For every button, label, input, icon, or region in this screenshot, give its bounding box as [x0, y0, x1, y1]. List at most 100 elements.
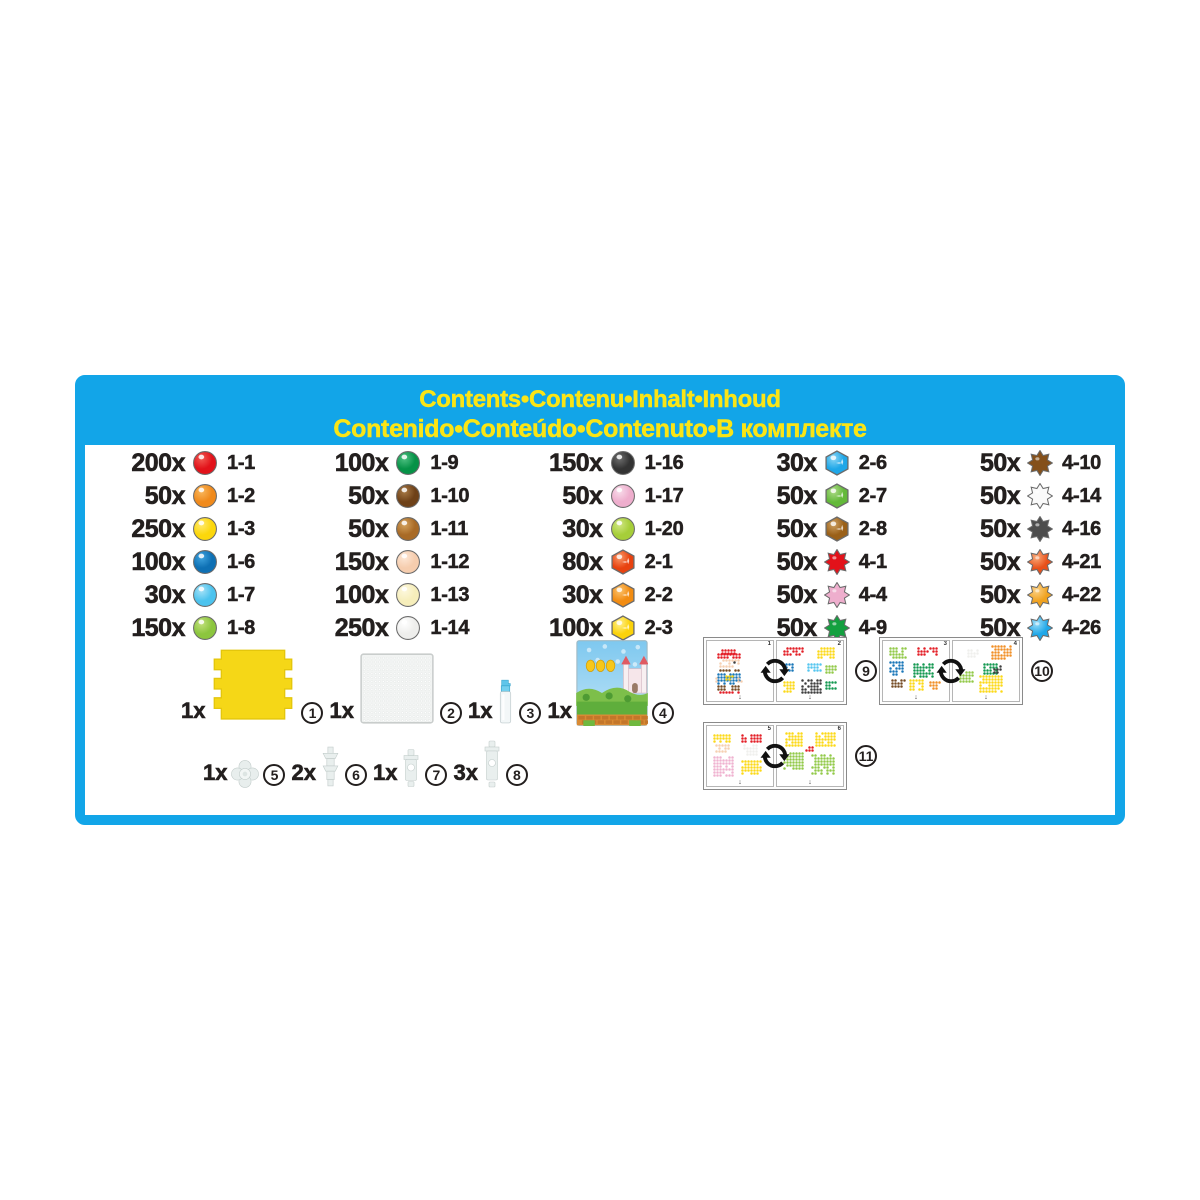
bead-quantity: 150x [101, 614, 185, 643]
bead-code: 4-10 [1062, 452, 1101, 475]
bead-quantity: 50x [936, 548, 1020, 577]
bead-code: 1-16 [645, 452, 684, 475]
bead-column: 150x 1-16 50x 1-17 30x 1-20 80x 2-1 30x 2-2 100x 2-… [519, 447, 684, 647]
bead-circle-icon [388, 480, 428, 512]
accessory-number-badge: 1 [301, 702, 323, 724]
bead-row: 50x 2-8 [733, 513, 887, 545]
bead-row: 50x 4-16 [936, 513, 1101, 545]
short-stand-peg-icon [401, 748, 421, 788]
clover-connector-icon [231, 760, 259, 788]
accessory-item: 1x 7 [373, 748, 447, 788]
pattern-sheet-group: 3 ↓ 4 ↓ 10 [879, 637, 1053, 705]
accessory-quantity: 1x [468, 698, 492, 724]
bead-quantity: 30x [733, 449, 817, 478]
bead-circle-icon [388, 447, 428, 479]
bead-column: 30x 2-6 50x 2-7 50x 2-8 50x 4-1 50x 4-4 50x 4-9 [733, 447, 887, 647]
accessories-area: 1x 1 1x 2 1x 3 1x 4 1x 5 2x 6 1x 7 3x 8 [85, 640, 705, 810]
bead-row: 50x 1-17 [519, 480, 684, 512]
bead-quantity: 50x [733, 548, 817, 577]
bead-quantity: 50x [936, 482, 1020, 511]
bead-quantity: 50x [936, 581, 1020, 610]
accessory-number-badge: 5 [263, 764, 285, 786]
bead-hexagon-icon [817, 480, 857, 512]
bead-quantity: 50x [936, 515, 1020, 544]
page-flip-arrow-icon: ↓ [808, 779, 812, 786]
bead-code: 2-7 [859, 485, 887, 508]
bead-quantity: 100x [304, 581, 388, 610]
bead-circle-icon [185, 546, 225, 578]
accessory-row-primary: 1x 1 1x 2 1x 3 1x 4 [181, 640, 680, 726]
bead-code: 4-21 [1062, 551, 1101, 574]
bead-code: 1-11 [430, 518, 468, 541]
background-card-icon [576, 640, 648, 726]
accessory-row-connectors: 1x 5 2x 6 1x 7 3x 8 [203, 740, 534, 788]
bead-quantity: 50x [733, 515, 817, 544]
bead-quantity: 150x [304, 548, 388, 577]
bead-circle-icon [603, 447, 643, 479]
bead-code: 1-3 [227, 518, 255, 541]
bead-quantity: 30x [519, 515, 603, 544]
bead-row: 80x 2-1 [519, 546, 684, 578]
bead-code: 2-8 [859, 518, 887, 541]
accessory-quantity: 1x [547, 698, 571, 724]
bead-star8-icon [1020, 546, 1060, 578]
pattern-sheet-pair: 5 ↓ 6 ↓ [703, 722, 847, 790]
bead-circle-icon [388, 513, 428, 545]
bead-row: 50x 2-7 [733, 480, 887, 512]
bead-code: 4-14 [1062, 485, 1101, 508]
accessory-quantity: 1x [203, 760, 227, 786]
bead-row: 30x 2-6 [733, 447, 887, 479]
bead-row: 50x 4-1 [733, 546, 887, 578]
bead-code: 4-16 [1062, 518, 1101, 541]
bead-quantity: 150x [519, 449, 603, 478]
bead-row: 50x 1-10 [304, 480, 469, 512]
accessory-number-badge: 3 [519, 702, 541, 724]
spray-bottle-icon [496, 678, 515, 726]
pattern-page-number: 1 [768, 641, 771, 647]
bead-code: 1-10 [430, 485, 469, 508]
bead-quantity: 100x [101, 548, 185, 577]
bead-star8-icon [1020, 480, 1060, 512]
bead-code: 1-20 [645, 518, 684, 541]
bead-quantity: 50x [733, 482, 817, 511]
bead-circle-icon [388, 579, 428, 611]
bead-row: 50x 4-10 [936, 447, 1101, 479]
bead-code: 1-1 [227, 452, 255, 475]
bead-row: 50x 1-11 [304, 513, 469, 545]
bead-quantity: 250x [101, 515, 185, 544]
pattern-sheet-number-badge: 9 [855, 660, 877, 682]
pattern-sheet-number-badge: 10 [1031, 660, 1053, 682]
bead-quantity: 250x [304, 614, 388, 643]
pattern-sheet-group: 1 ↓ 2 ↓ 9 [703, 637, 877, 705]
bead-code: 4-4 [859, 584, 887, 607]
bead-quantity: 50x [101, 482, 185, 511]
bead-row: 50x 4-4 [733, 579, 887, 611]
bead-code: 1-6 [227, 551, 255, 574]
bead-row: 50x 4-14 [936, 480, 1101, 512]
bead-code: 1-7 [227, 584, 255, 607]
bead-star8-icon [1020, 579, 1060, 611]
pattern-sheet-pair: 3 ↓ 4 ↓ [879, 637, 1023, 705]
bead-row: 50x 4-21 [936, 546, 1101, 578]
bead-circle-icon [603, 513, 643, 545]
bead-quantity: 50x [304, 515, 388, 544]
yellow-pegboard-icon [209, 645, 297, 726]
bead-quantity: 200x [101, 449, 185, 478]
bead-code: 4-1 [859, 551, 887, 574]
bead-code: 1-12 [430, 551, 469, 574]
pattern-sheet-group: 5 ↓ 6 ↓ 11 [703, 722, 877, 790]
bead-hexagon-icon [603, 579, 643, 611]
double-peg-connector-icon [320, 746, 341, 788]
bead-inventory: 200x 1-1 50x 1-2 250x 1-3 100x 1-6 30x 1-7 150x 1-8… [85, 447, 1115, 647]
bead-quantity: 100x [519, 614, 603, 643]
bead-row: 30x 2-2 [519, 579, 684, 611]
bead-code: 1-13 [430, 584, 469, 607]
page-flip-arrow-icon: ↓ [984, 694, 988, 701]
bead-column: 50x 4-10 50x 4-14 50x 4-16 50x 4-21 50x 4-22 50x 4-… [936, 447, 1101, 647]
bead-quantity: 30x [101, 581, 185, 610]
accessory-quantity: 1x [181, 698, 205, 724]
accessory-item: 1x 3 [468, 678, 541, 726]
bead-code: 4-22 [1062, 584, 1101, 607]
bead-row: 50x 4-22 [936, 579, 1101, 611]
bead-row: 200x 1-1 [101, 447, 255, 479]
